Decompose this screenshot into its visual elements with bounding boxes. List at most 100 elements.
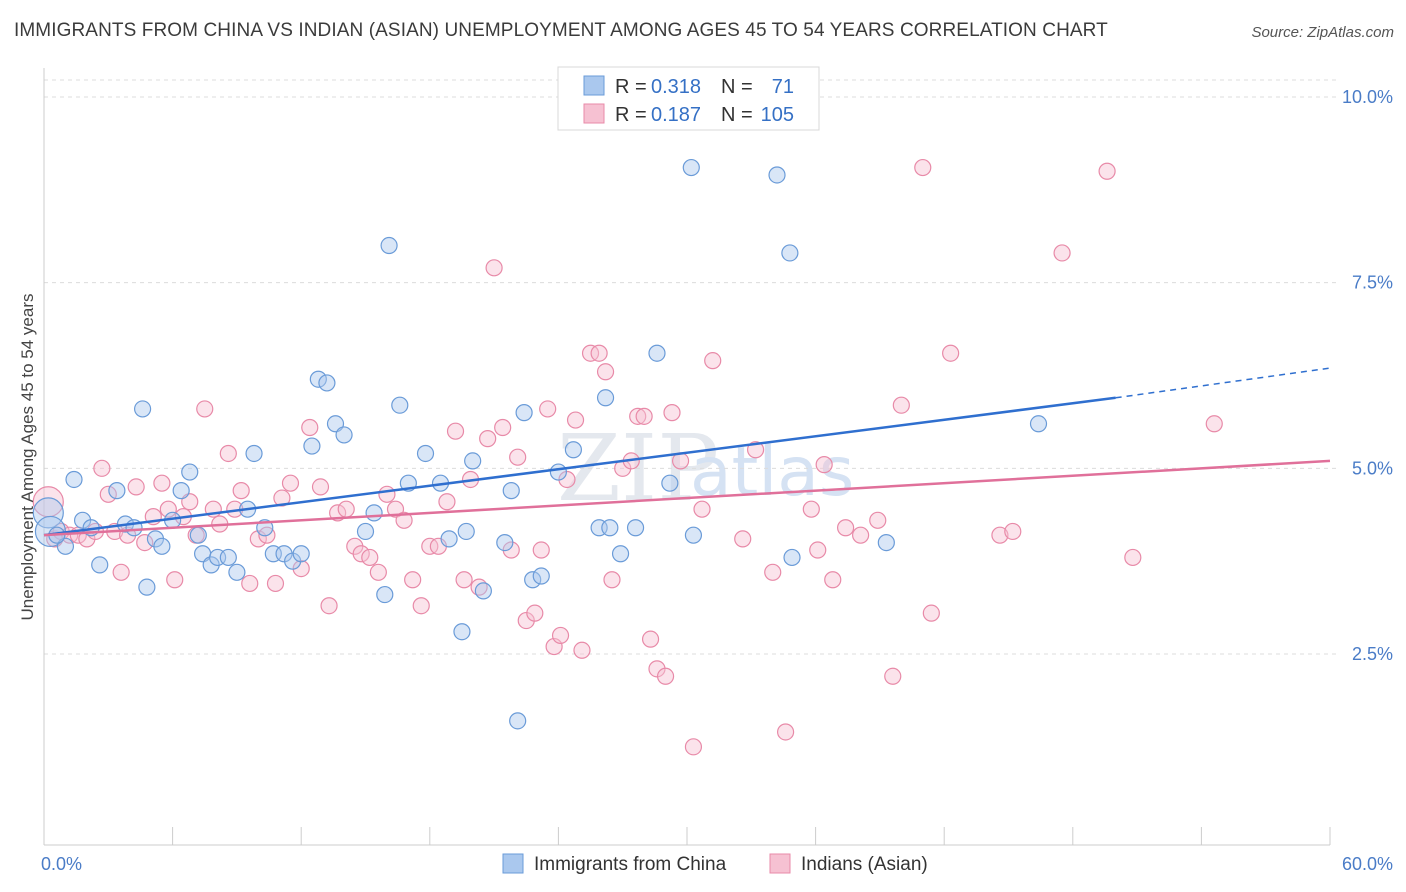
legend-n-value-indians: 105 <box>761 104 794 126</box>
y-tick-label-0: 2.5% <box>1352 644 1393 664</box>
indians-point-51 <box>446 422 465 440</box>
china-point-24 <box>245 444 263 463</box>
china-point-57 <box>596 389 615 407</box>
china-point-43 <box>440 530 458 548</box>
indians-point-57 <box>494 418 512 437</box>
bottom-legend-label-china: Immigrants from China <box>534 854 727 875</box>
china-point-38 <box>380 236 398 255</box>
china-point-49 <box>502 482 520 500</box>
indians-point-56 <box>485 259 503 277</box>
indians-point-26 <box>232 482 250 500</box>
indians-point-47 <box>412 597 430 615</box>
indians-point-91 <box>815 456 833 474</box>
china-point-54 <box>549 463 568 481</box>
china-point-22 <box>228 563 246 581</box>
china-point-37 <box>376 585 394 604</box>
indians-point-30 <box>266 574 285 593</box>
legend-n-label-indians: N = <box>721 104 753 126</box>
legend-r-label-indians: R = <box>615 104 647 126</box>
trend-line-china-extension <box>1115 367 1331 399</box>
china-point-11 <box>138 578 156 596</box>
indians-point-98 <box>914 158 932 177</box>
indians-point-85 <box>734 530 752 548</box>
indians-point-35 <box>311 478 330 496</box>
axes: 2.5% 5.0% 7.5% 10.0% 0.0% 60.0% <box>41 68 1393 874</box>
indians-point-94 <box>852 526 870 544</box>
china-point-51 <box>515 404 533 422</box>
indians-point-61 <box>526 604 544 622</box>
indians-point-63 <box>539 400 557 418</box>
y-tick-label-2: 7.5% <box>1352 273 1393 293</box>
china-point-58 <box>601 519 619 537</box>
indians-point-13 <box>136 533 154 552</box>
legend-n-label-china: N = <box>721 76 753 98</box>
china-point-10 <box>133 400 152 418</box>
china-point-34 <box>335 426 353 444</box>
indians-point-92 <box>824 571 842 589</box>
y-tick-label-1: 5.0% <box>1352 458 1393 478</box>
series-indians-asian-points <box>32 158 1223 756</box>
indians-point-7 <box>93 459 111 477</box>
indians-point-41 <box>361 548 379 567</box>
china-point-50 <box>509 712 527 730</box>
correlation-legend: R = 0.318 N = 71 R = 0.187 N = 105 <box>557 66 820 131</box>
china-point-32 <box>318 374 336 392</box>
china-point-30 <box>303 437 321 455</box>
indians-point-31 <box>273 489 291 507</box>
legend-swatch-china <box>583 75 605 96</box>
indians-point-83 <box>693 500 711 518</box>
indians-point-16 <box>159 500 177 518</box>
china-point-61 <box>648 344 666 362</box>
china-point-48 <box>496 533 514 552</box>
indians-point-93 <box>837 519 855 537</box>
indians-point-71 <box>596 363 615 381</box>
indians-point-77 <box>641 630 660 648</box>
china-point-53 <box>532 567 550 585</box>
china-point-35 <box>356 522 375 541</box>
china-point-6 <box>91 556 109 574</box>
china-point-67 <box>783 548 801 567</box>
legend-r-value-china: 0.318 <box>651 76 701 98</box>
trend-line-indians <box>43 459 1331 537</box>
china-point-7 <box>108 482 126 500</box>
trend-lines <box>43 367 1331 537</box>
legend-n-value-china: 71 <box>772 76 794 98</box>
indians-point-90 <box>809 541 827 559</box>
indians-point-45 <box>395 511 413 529</box>
indians-point-75 <box>629 407 647 425</box>
china-point-44 <box>453 623 471 641</box>
indians-point-87 <box>764 563 782 581</box>
legend-r-value-indians: 0.187 <box>651 104 701 126</box>
indians-point-96 <box>884 667 902 685</box>
indians-point-34 <box>301 418 319 437</box>
indians-point-27 <box>241 574 259 593</box>
indians-point-52 <box>455 571 473 589</box>
indians-point-89 <box>802 500 820 518</box>
indians-point-70 <box>590 344 608 362</box>
bottom-legend-label-indians: Indians (Asian) <box>801 854 928 875</box>
china-point-21 <box>219 548 237 567</box>
trend-line-china <box>43 396 1116 537</box>
indians-point-72 <box>603 571 621 589</box>
china-point-15 <box>172 482 190 500</box>
china-point-16 <box>181 463 199 481</box>
china-point-3 <box>65 470 83 489</box>
china-point-52 <box>524 571 542 589</box>
indians-point-65 <box>551 626 570 645</box>
china-point-47 <box>474 582 492 600</box>
indians-point-46 <box>404 571 422 589</box>
legend-swatch-indians <box>583 103 605 124</box>
indians-point-82 <box>684 738 703 756</box>
y-tick-label-3: 10.0% <box>1342 87 1393 107</box>
watermark-atlas: atlas <box>690 433 854 512</box>
indians-point-50 <box>438 493 456 511</box>
indians-point-68 <box>573 641 591 659</box>
china-point-17 <box>189 526 207 544</box>
chart-source: Source: ZipAtlas.com <box>1251 24 1394 41</box>
indians-point-88 <box>776 723 795 741</box>
china-point-64 <box>684 526 703 544</box>
indians-point-106 <box>1205 415 1223 433</box>
indians-point-8 <box>99 485 117 503</box>
